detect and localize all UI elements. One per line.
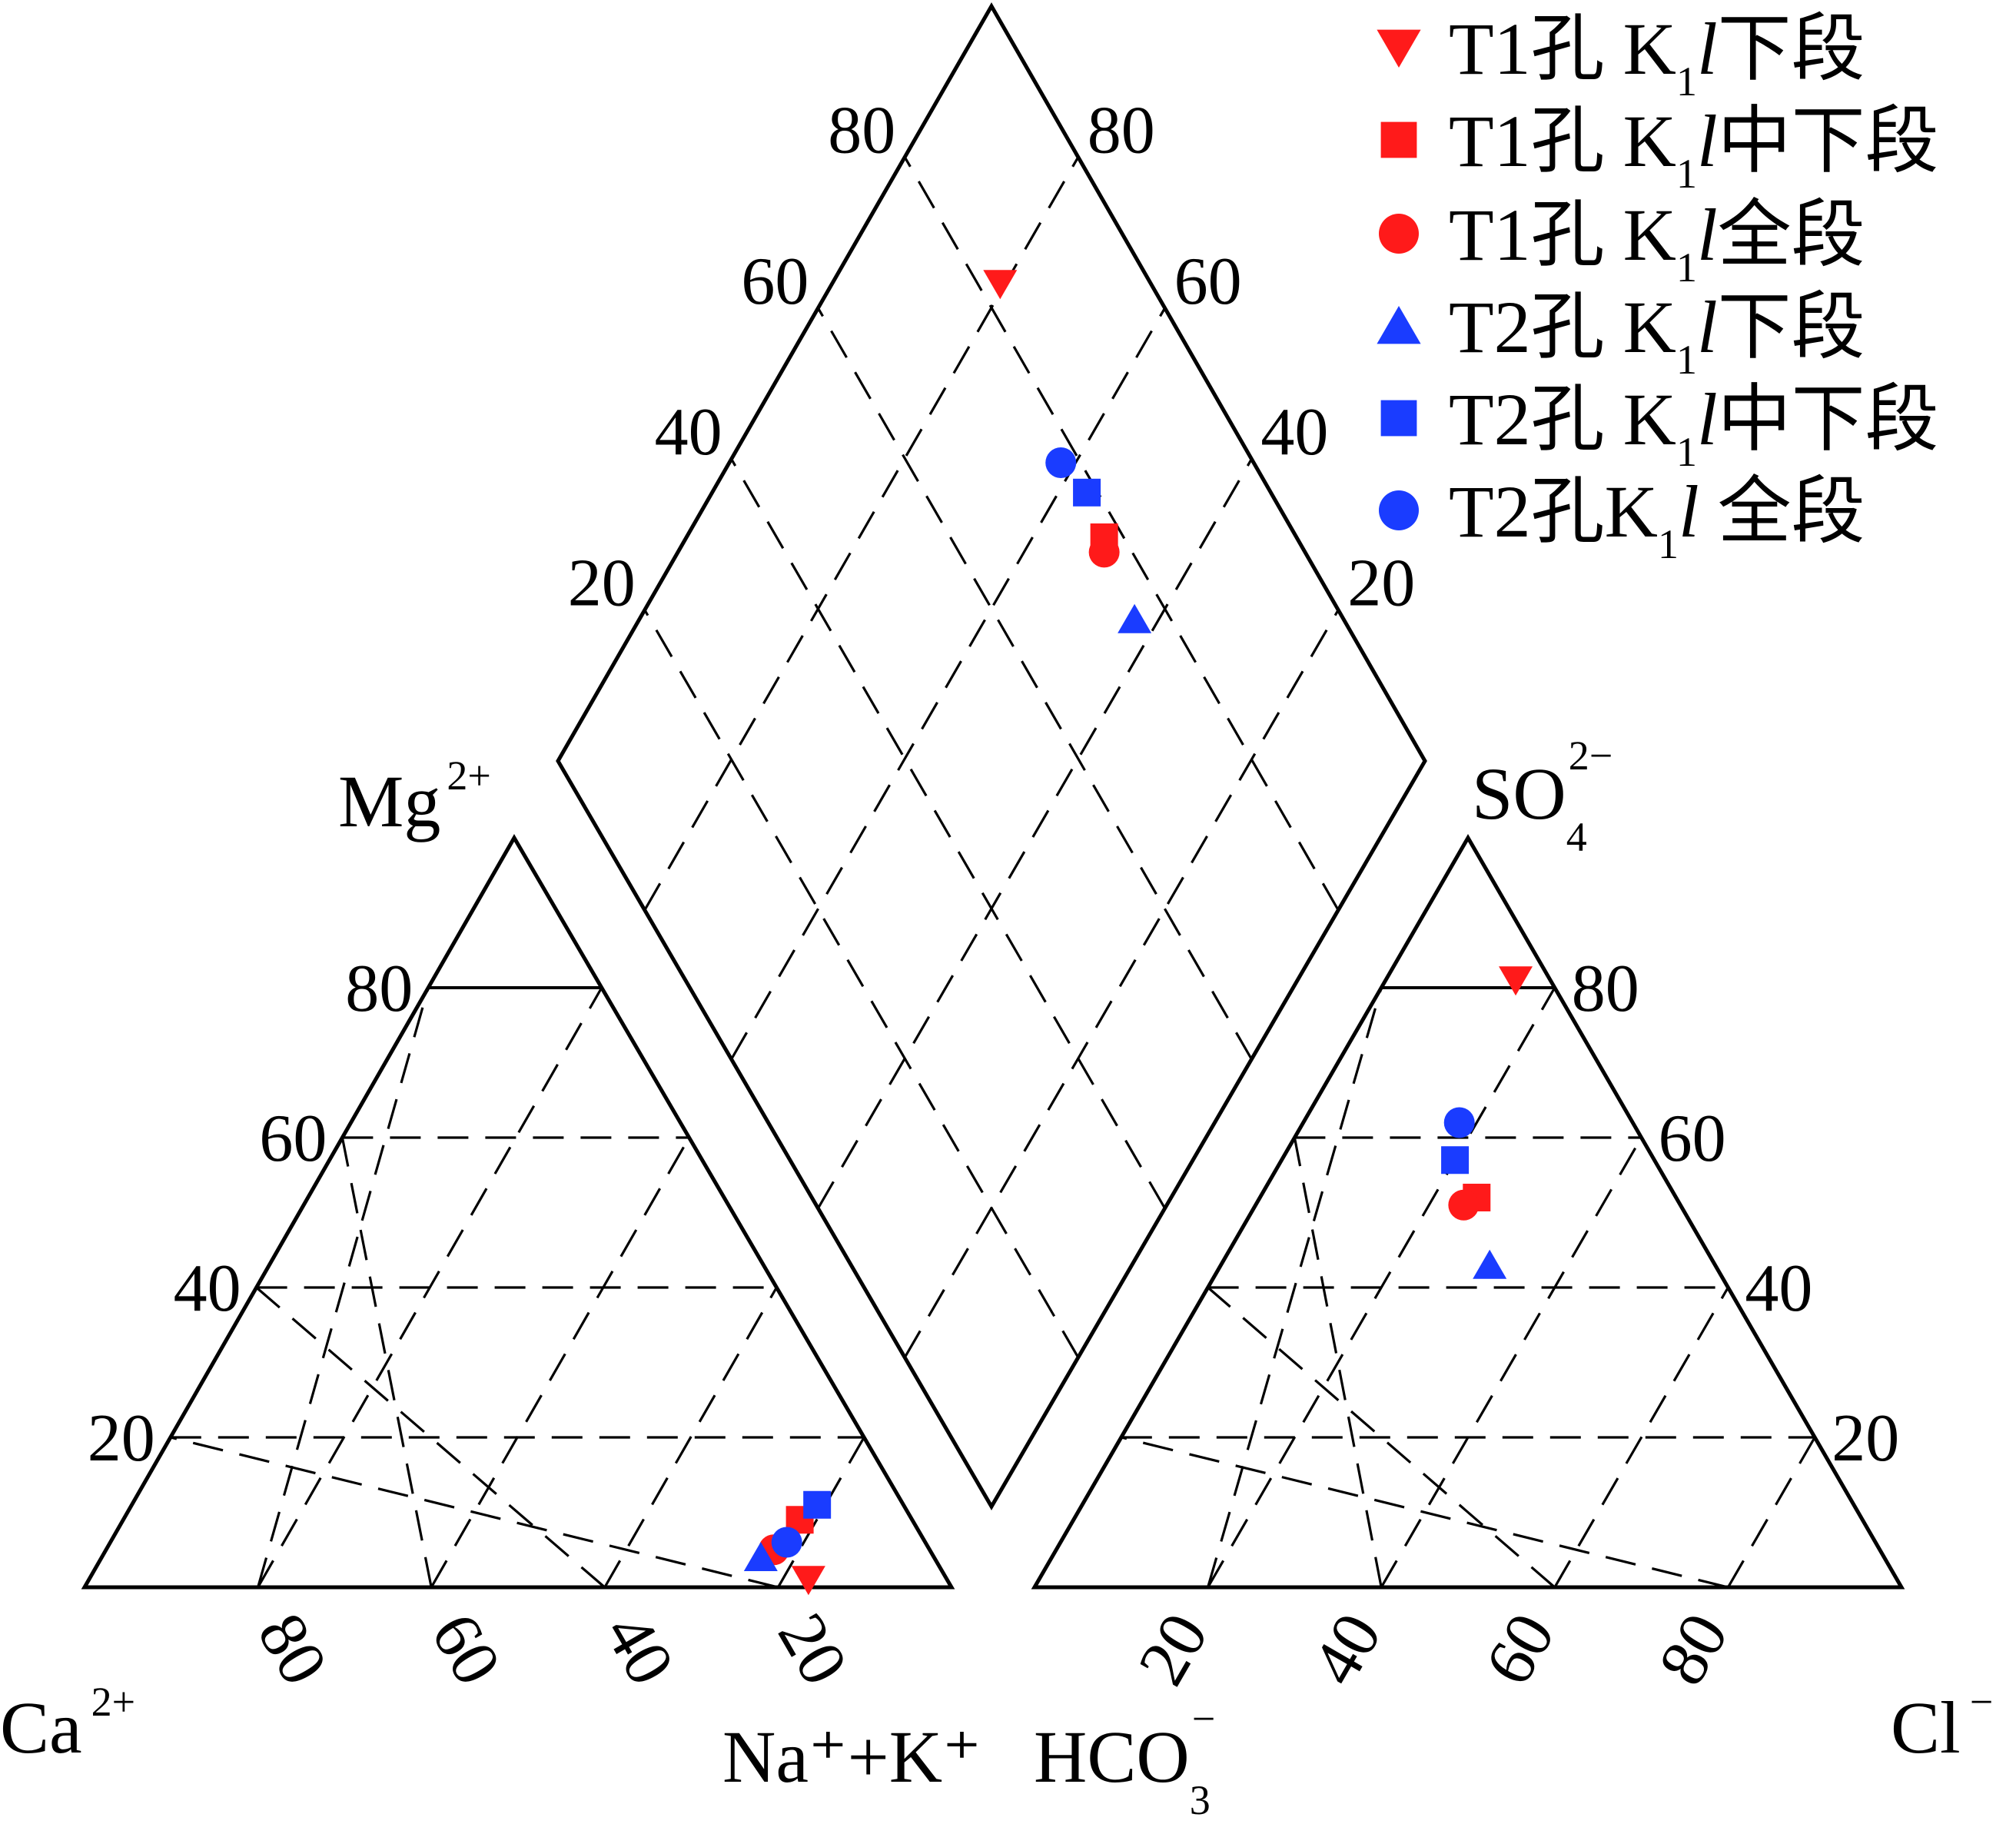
cation-ca-tick: 80 (243, 1601, 341, 1697)
anion-so4-tick: 20 (1832, 1401, 1899, 1476)
cation-grid-line (777, 1437, 865, 1588)
anion-grid-line (1727, 1437, 1816, 1588)
diamond: 20 20 40 40 60 60 80 80 (556, 2, 1427, 1510)
cation-mg-tick: 20 (88, 1401, 155, 1476)
anion-triangle: 20 20 40 40 60 60 80 80 (1031, 834, 1905, 1697)
cation-triangle-frame (81, 834, 955, 1590)
anion-cl-tick: 40 (1298, 1601, 1397, 1697)
anion-grid-line (1553, 1287, 1729, 1588)
diamond-sample-point (983, 270, 1018, 300)
diamond-sample-point (1073, 478, 1101, 507)
diamond-left-tick: 60 (741, 244, 809, 319)
diamond-grid-line (730, 458, 1166, 1209)
hco3-label: HCO3− (1034, 1696, 1215, 1823)
anion-cl-tick: 60 (1471, 1601, 1569, 1697)
anion-grid-line (1121, 1436, 1729, 1589)
legend-marker (1377, 29, 1421, 68)
cation-sample-point (743, 1542, 778, 1571)
anion-so4-tick: 40 (1745, 1251, 1812, 1326)
ca-label: Ca 2+ (0, 1679, 135, 1769)
diamond-sample-point (1088, 537, 1120, 568)
anion-so4-tick: 80 (1572, 952, 1639, 1026)
cation-grid-line (430, 1137, 690, 1588)
mg-label: Mg 2+ (338, 753, 491, 842)
anion-cl-tick: 20 (1124, 1601, 1223, 1697)
legend-label: T2孔 K1l中下段 (1449, 378, 1939, 475)
cl-label: Cl − (1891, 1679, 1993, 1769)
cation-mg-tick: 80 (345, 952, 413, 1026)
cation-grid-line (257, 987, 430, 1588)
diamond-frame (556, 2, 1427, 1510)
diamond-grid-line (903, 609, 1340, 1358)
cation-grid-line (340, 1137, 433, 1588)
diamond-sample-point (1118, 603, 1152, 633)
legend-marker (1380, 121, 1417, 158)
diamond-right-tick: 20 (1347, 547, 1415, 621)
diamond-left-tick: 20 (568, 547, 636, 621)
anion-grid-line (1380, 1137, 1642, 1588)
anion-so4-tick: 60 (1659, 1101, 1726, 1176)
diamond-right-tick: 80 (1088, 93, 1155, 168)
anion-triangle-frame (1031, 834, 1905, 1590)
anion-grid-line (1207, 1286, 1556, 1589)
cation-grid-line (603, 1287, 778, 1588)
anion-grid-line (1207, 987, 1383, 1588)
anion-sample-point (1448, 1189, 1480, 1221)
cation-ca-tick: 20 (763, 1601, 862, 1697)
legend-marker (1380, 400, 1417, 437)
so4-label: SO42− (1472, 733, 1612, 860)
cation-ca-tick: 60 (417, 1601, 515, 1697)
legend-marker (1379, 490, 1419, 530)
diamond-grid-line (903, 156, 1340, 911)
cation-sample-point (803, 1490, 832, 1519)
cation-grid-line (255, 1286, 606, 1589)
legend-label: T1孔 K1l中下段 (1449, 100, 1939, 197)
sample-points (743, 270, 1533, 1596)
legend-label: T1孔 K1l下段 (1449, 8, 1865, 105)
legend-label: T2孔K1l 全段 (1449, 470, 1865, 567)
diamond-left-tick: 80 (828, 93, 895, 168)
anion-sample-point (1443, 1107, 1475, 1138)
cation-grid-line (170, 1436, 779, 1589)
legend-label: T2孔 K1l下段 (1449, 286, 1865, 383)
cation-sample-point (791, 1566, 825, 1596)
anion-sample-point (1499, 966, 1533, 996)
cation-ca-tick: 40 (590, 1601, 688, 1697)
cation-sample-point (771, 1527, 802, 1558)
anion-sample-point (1473, 1249, 1507, 1279)
cation-mg-tick: 60 (259, 1101, 327, 1176)
diamond-grid-line (730, 307, 1166, 1060)
diamond-left-tick: 40 (655, 395, 722, 470)
anion-cl-tick: 80 (1645, 1601, 1743, 1697)
anion-grid-line (1293, 1137, 1383, 1588)
na-k-label: Na⁺+K⁺ (722, 1716, 981, 1798)
diamond-grid-line (817, 458, 1253, 1209)
diamond-grid-line (643, 609, 1080, 1358)
diamond-right-tick: 60 (1174, 244, 1242, 319)
cation-mg-tick: 40 (174, 1251, 241, 1326)
diamond-sample-point (1045, 447, 1077, 478)
legend-marker (1377, 306, 1421, 344)
diamond-grid-line (817, 307, 1253, 1060)
legend-label: T1孔 K1l全段 (1449, 194, 1865, 291)
anion-sample-point (1441, 1146, 1470, 1174)
diamond-right-tick: 40 (1260, 395, 1328, 470)
legend-marker (1379, 214, 1419, 254)
